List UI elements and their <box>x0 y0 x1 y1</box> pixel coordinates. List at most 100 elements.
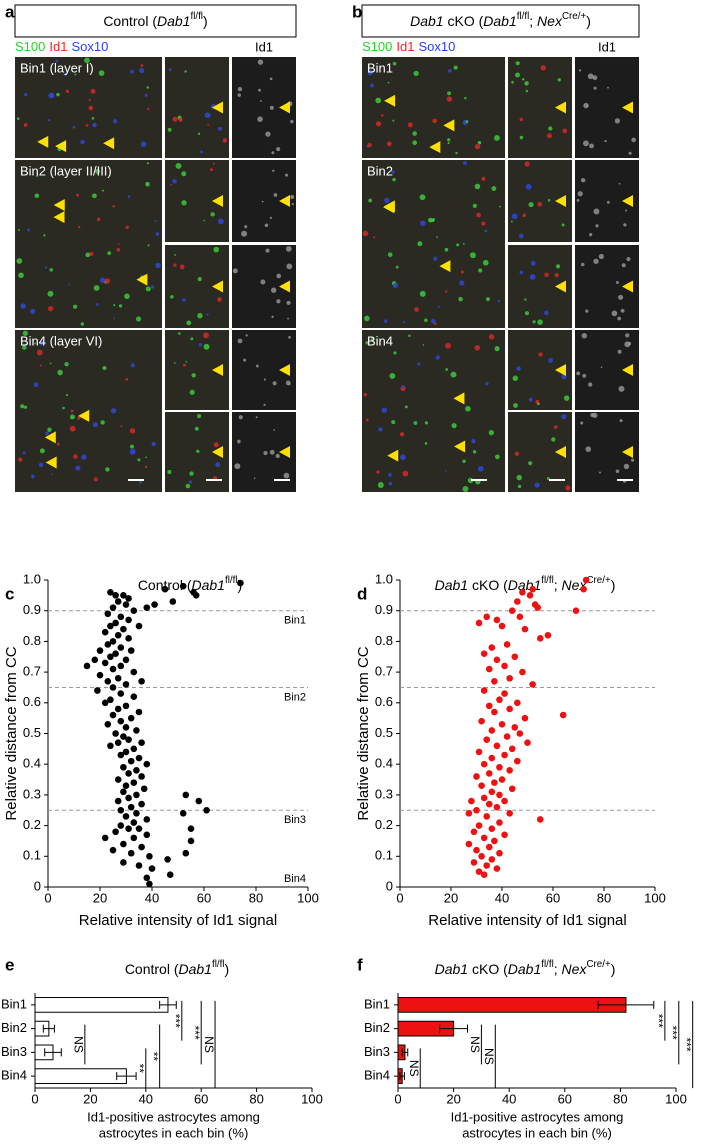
cell <box>611 310 618 317</box>
data-point <box>534 604 541 611</box>
cell <box>548 357 554 363</box>
cell <box>544 310 549 316</box>
cell <box>92 422 98 428</box>
cell <box>77 225 81 229</box>
cell <box>139 480 143 484</box>
title: Control (Dab1fl/fl) <box>103 11 207 29</box>
data-point <box>536 816 544 823</box>
cell <box>515 61 520 66</box>
data-point <box>104 720 112 728</box>
data-point <box>506 674 513 682</box>
cell <box>518 233 524 239</box>
cell <box>471 439 476 444</box>
cell <box>45 266 48 269</box>
cell <box>392 177 396 182</box>
category-label: Bin4 <box>364 1068 390 1083</box>
cell <box>253 477 256 480</box>
cell <box>388 473 392 477</box>
category-label: Bin4 <box>1 1068 27 1083</box>
arrowhead <box>384 94 396 107</box>
bar <box>34 997 169 1013</box>
cell <box>255 364 259 368</box>
cell <box>17 228 20 231</box>
cell <box>291 203 294 206</box>
cell <box>381 407 388 413</box>
title-part: Nex <box>537 13 563 29</box>
cell <box>116 248 121 252</box>
cell <box>364 315 370 322</box>
cell <box>43 234 46 237</box>
title-part: Dab1 <box>410 13 443 29</box>
data-point <box>143 604 151 611</box>
cell <box>481 221 486 226</box>
data-point <box>478 782 485 789</box>
cell <box>462 486 469 492</box>
y-tick-label: 0.1 <box>375 848 393 863</box>
data-point <box>117 717 125 725</box>
error-bar <box>159 1000 177 1009</box>
cell <box>446 96 453 102</box>
cell <box>263 450 268 456</box>
cell <box>515 72 521 78</box>
y-tick-label: 0.4 <box>23 756 41 771</box>
cell <box>145 456 147 459</box>
cell <box>56 92 60 97</box>
cell <box>554 425 558 429</box>
cell <box>578 69 582 72</box>
cell <box>23 405 28 409</box>
data-point <box>488 644 496 651</box>
cell <box>544 272 549 278</box>
x-tick-label: 0 <box>396 890 403 905</box>
data-point <box>114 674 122 682</box>
data-point <box>475 822 483 829</box>
cell <box>588 382 593 387</box>
category-label: Bin1 <box>364 996 390 1011</box>
cell <box>263 403 266 406</box>
cell <box>525 89 529 93</box>
cell <box>129 428 136 434</box>
cell <box>245 334 248 337</box>
data-point <box>104 641 112 648</box>
data-point <box>187 837 195 845</box>
cell <box>445 368 449 371</box>
cell <box>615 280 619 284</box>
data-point <box>485 843 493 851</box>
title-part: Control ( <box>125 961 179 977</box>
data-point <box>483 613 491 621</box>
data-point <box>117 690 125 697</box>
cell <box>494 135 500 141</box>
data-point <box>164 856 171 863</box>
cell <box>548 126 553 131</box>
arrowhead <box>454 440 466 453</box>
data-point <box>146 853 153 860</box>
cell <box>554 272 559 278</box>
cell <box>127 195 131 198</box>
cell <box>583 140 589 147</box>
x-axis-label: Relative intensity of Id1 signal <box>79 912 277 929</box>
x-tick-label: 60 <box>197 890 211 905</box>
cell <box>182 363 186 367</box>
cell <box>145 286 151 292</box>
data-point <box>117 751 125 759</box>
data-point <box>503 733 511 740</box>
bin-label: Bin2 (layer II/III) <box>20 163 112 178</box>
arrowhead <box>429 141 441 154</box>
title-part: ) <box>203 13 208 29</box>
cell <box>404 405 408 409</box>
cell <box>74 73 77 76</box>
cell <box>269 216 273 219</box>
title: Dab1 cKO (Dab1fl/fl; NexCre/+) <box>410 11 591 29</box>
cell <box>107 251 112 255</box>
cell <box>113 304 116 307</box>
cell <box>400 454 406 461</box>
x-tick-label: 80 <box>613 1091 627 1106</box>
cell <box>524 298 527 301</box>
cell <box>392 61 397 66</box>
micrograph <box>362 57 505 158</box>
cell <box>73 304 78 309</box>
data-point <box>480 871 488 879</box>
cell <box>627 341 632 346</box>
title-part: Cre/+ <box>586 575 611 586</box>
cell <box>393 351 397 355</box>
cell <box>168 68 172 72</box>
